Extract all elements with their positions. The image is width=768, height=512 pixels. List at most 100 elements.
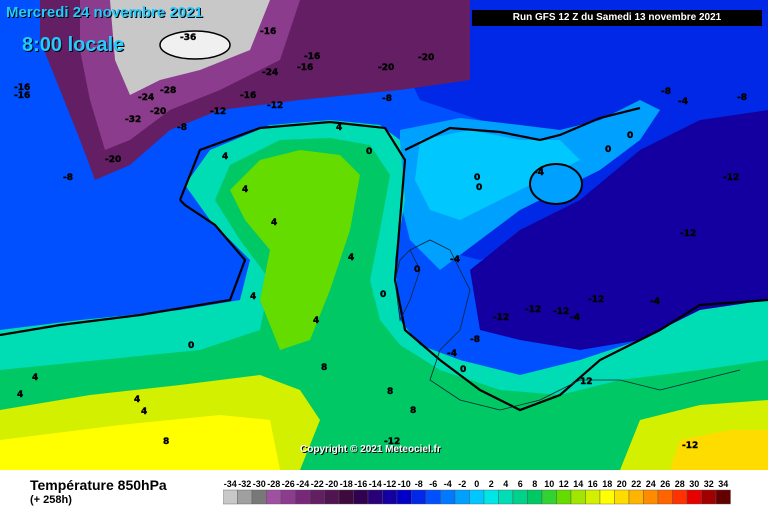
legend-swatch: [396, 489, 412, 505]
legend-swatch: [556, 489, 572, 505]
legend-value: 18: [602, 479, 612, 489]
isotherm-label: 0: [476, 183, 482, 193]
coastline-europe: [409, 239, 741, 411]
isotherm-label: -16: [14, 83, 30, 93]
legend-swatch: [585, 489, 601, 505]
isotherm-label: -4: [570, 313, 580, 323]
legend-swatch: [440, 489, 456, 505]
legend-value: -6: [429, 479, 437, 489]
isotherm-label: -24: [262, 68, 278, 78]
legend-swatch: [237, 489, 253, 505]
legend-swatch: [411, 489, 427, 505]
legend-swatch: [512, 489, 528, 505]
isotherm-label: 4: [17, 390, 23, 400]
legend-swatch: [498, 489, 514, 505]
legend-value: 8: [532, 479, 537, 489]
cold-region-east: [470, 110, 768, 350]
legend-value: 26: [660, 479, 670, 489]
isotherm-label: 4: [348, 253, 354, 263]
temperature-map: -36-32-28-24-24-20-20-20-20-16-16-16-16-…: [0, 0, 768, 470]
isotherm-label: -24: [138, 93, 154, 103]
legend-swatch: [686, 489, 702, 505]
legend-value: -32: [238, 479, 251, 489]
color-scale-legend: -34 -32 -30 -28 -26 -24 -22 -20 -18 -16 -14 -12 -10-…: [223, 479, 731, 505]
legend-value: -24: [296, 479, 309, 489]
legend-swatch: [251, 489, 267, 505]
legend-value: -12: [383, 479, 396, 489]
isotherm-label: 4: [141, 407, 147, 417]
isotherm-label: 4: [134, 395, 140, 405]
isotherm-label: -16: [240, 91, 256, 101]
warm-south-yellow-2: [0, 415, 280, 470]
lead-time: (+ 258h): [30, 494, 72, 506]
legend-swatch: [367, 489, 383, 505]
legend-value: 2: [489, 479, 494, 489]
legend-swatch: [309, 489, 325, 505]
legend-value: 34: [718, 479, 728, 489]
isotherm-label: -4: [534, 168, 544, 178]
legend-value: -20: [325, 479, 338, 489]
isotherm-label: 0: [380, 290, 386, 300]
legend-value: 32: [704, 479, 714, 489]
isotherm-label: 8: [163, 437, 169, 447]
legend-swatch: [382, 489, 398, 505]
isotherm-label: -4: [450, 255, 460, 265]
isotherm-label: -12: [553, 307, 569, 317]
legend-value: 12: [559, 479, 569, 489]
legend-swatch: [701, 489, 717, 505]
legend-value: 20: [617, 479, 627, 489]
legend-swatch: [295, 489, 311, 505]
isotherm-label: -12: [723, 173, 739, 183]
isotherm-label: 4: [271, 218, 277, 228]
isotherm-label: -16: [297, 63, 313, 73]
forecast-time: 8:00 locale: [22, 34, 125, 56]
isotherm-label: 4: [313, 316, 319, 326]
legend-value: -28: [267, 479, 280, 489]
isotherm-label: -20: [105, 155, 121, 165]
isotherm-label: -12: [384, 437, 400, 447]
legend-value: -26: [282, 479, 295, 489]
isotherm-label: -16: [260, 27, 276, 37]
legend-swatch: [527, 489, 543, 505]
isotherm-label: 0: [605, 145, 611, 155]
legend-swatch: [643, 489, 659, 505]
isotherm-label: 4: [32, 373, 38, 383]
isotherm-label: 0: [414, 265, 420, 275]
isotherm-label: -12: [680, 229, 696, 239]
legend-value: -22: [311, 479, 324, 489]
legend-value: 30: [689, 479, 699, 489]
isotherm-labels: -36-32-28-24-24-20-20-20-20-16-16-16-16-…: [14, 27, 747, 451]
isotherm-label: 4: [242, 185, 248, 195]
legend-swatch: [353, 489, 369, 505]
legend-value: 16: [588, 479, 598, 489]
isotherm-label: 8: [321, 363, 327, 373]
isotherm-label: -12: [588, 295, 604, 305]
legend-value: -18: [340, 479, 353, 489]
legend-value: 22: [631, 479, 641, 489]
isotherm-label: 0: [460, 365, 466, 375]
isotherm-label: -36: [180, 33, 196, 43]
isotherm-label: -8: [470, 335, 480, 345]
isotherm-label: -8: [63, 173, 73, 183]
legend-swatch: [483, 489, 499, 505]
isotherm-label: -12: [267, 101, 283, 111]
legend-value: -10: [398, 479, 411, 489]
legend-swatch: [628, 489, 644, 505]
isotherm-label: -12: [493, 313, 509, 323]
legend-swatch: [614, 489, 630, 505]
legend-value: -30: [253, 479, 266, 489]
warm-southeast-orange: [670, 430, 768, 470]
legend-swatch: [266, 489, 282, 505]
isotherm-label: -12: [682, 441, 698, 451]
isotherm-label: -16: [304, 52, 320, 62]
scandinavia-light: [415, 130, 580, 220]
zero-isotherm: [178, 120, 768, 412]
isotherm-label: -16: [14, 91, 30, 101]
zero-isotherm-scandinavia: [404, 106, 641, 151]
isotherm-label: -4: [447, 349, 457, 359]
forecast-date: Mercredi 24 novembre 2021: [6, 4, 203, 21]
legend-value: -16: [354, 479, 367, 489]
isotherm-label: -12: [525, 305, 541, 315]
legend-swatch: [570, 489, 586, 505]
